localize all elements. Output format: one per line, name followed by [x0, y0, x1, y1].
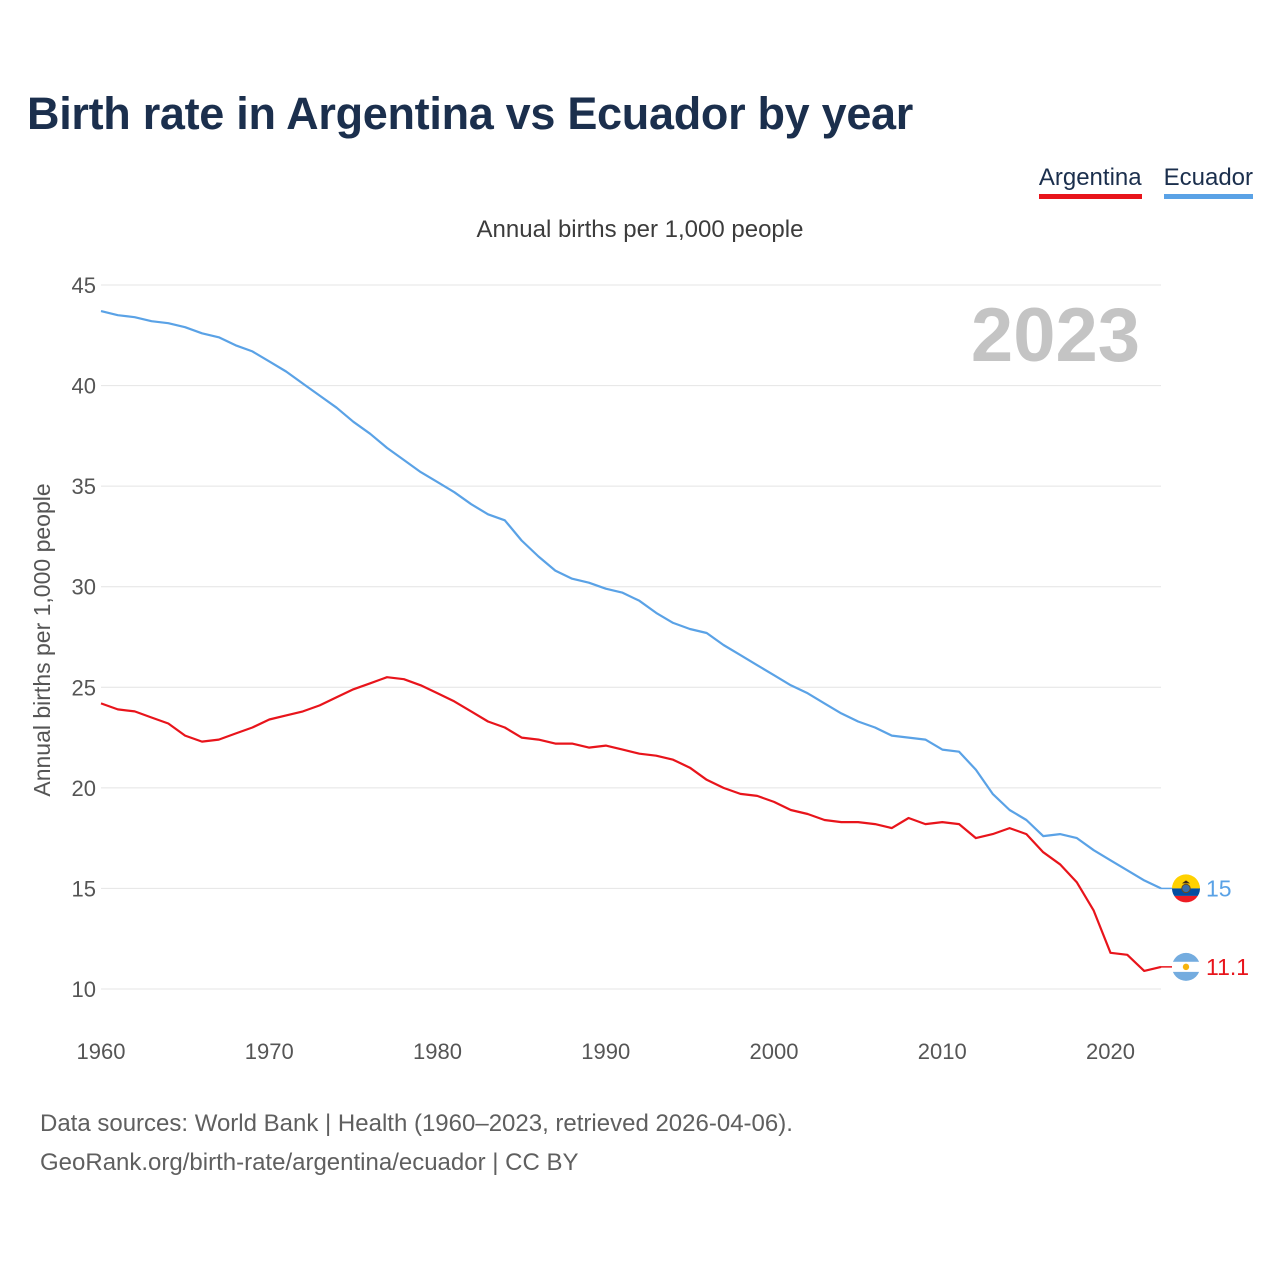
y-axis-label: Annual births per 1,000 people: [29, 483, 55, 796]
x-axis-ticks: 1960 1970 1980 1990 2000 2010 2020: [77, 1039, 1135, 1064]
y-tick-label-20: 20: [72, 776, 96, 801]
legend-item-argentina[interactable]: Argentina: [1038, 164, 1142, 199]
x-tick-label-2000: 2000: [750, 1039, 799, 1064]
flag-sun: [1182, 963, 1190, 971]
y-tick-label-40: 40: [72, 374, 96, 399]
y-tick-label-45: 45: [72, 273, 96, 298]
end-markers: 11.1 15: [1161, 874, 1249, 981]
flag-stripe-red: [1172, 895, 1200, 903]
y-tick-label-30: 30: [72, 575, 96, 600]
flag-stripe-bottom: [1172, 971, 1200, 981]
x-tick-label-1990: 1990: [581, 1039, 630, 1064]
source-note: Data sources: World Bank | Health (1960–…: [40, 1104, 793, 1182]
flag-argentina-body: [1172, 952, 1200, 981]
x-tick-label-2020: 2020: [1086, 1039, 1135, 1064]
x-tick-label-1980: 1980: [413, 1039, 462, 1064]
flag-ecuador-icon: [1172, 874, 1200, 903]
series-line-argentina: [100, 676, 1162, 972]
y-tick-label-35: 35: [72, 474, 96, 499]
series-line-ecuador: [100, 310, 1162, 890]
x-tick-label-1970: 1970: [245, 1039, 294, 1064]
line-chart: 10 15 20 25 30 35 40 45 1960 1970 1980 1990 2000 201…: [29, 273, 1249, 1064]
y-axis-ticks: 10 15 20 25 30 35 40 45: [72, 273, 96, 1002]
flag-ecuador-body: [1172, 874, 1200, 903]
legend: Argentina Ecuador: [1038, 164, 1253, 199]
source-line-1: Data sources: World Bank | Health (1960–…: [40, 1110, 793, 1137]
end-value-label-ecuador: 15: [1206, 875, 1232, 901]
year-watermark: 2023: [971, 293, 1140, 378]
chart-subtitle: Annual births per 1,000 people: [476, 216, 804, 243]
flag-condor: [1182, 880, 1190, 884]
flag-argentina-icon: [1172, 952, 1200, 981]
x-tick-label-1960: 1960: [77, 1039, 126, 1064]
y-tick-label-25: 25: [72, 675, 96, 700]
gridlines: [101, 284, 1161, 990]
y-tick-label-15: 15: [72, 876, 96, 901]
flag-stripe-top: [1172, 952, 1200, 962]
y-tick-label-10: 10: [72, 977, 96, 1002]
end-value-label-argentina: 11.1: [1206, 954, 1249, 980]
flag-emblem: [1181, 883, 1191, 894]
source-line-2[interactable]: GeoRank.org/birth-rate/argentina/ecuador…: [40, 1149, 579, 1176]
chart-title: Birth rate in Argentina vs Ecuador by ye…: [27, 88, 913, 139]
series-lines: [100, 310, 1162, 972]
x-tick-label-2010: 2010: [918, 1039, 967, 1064]
legend-item-ecuador[interactable]: Ecuador: [1163, 164, 1253, 199]
